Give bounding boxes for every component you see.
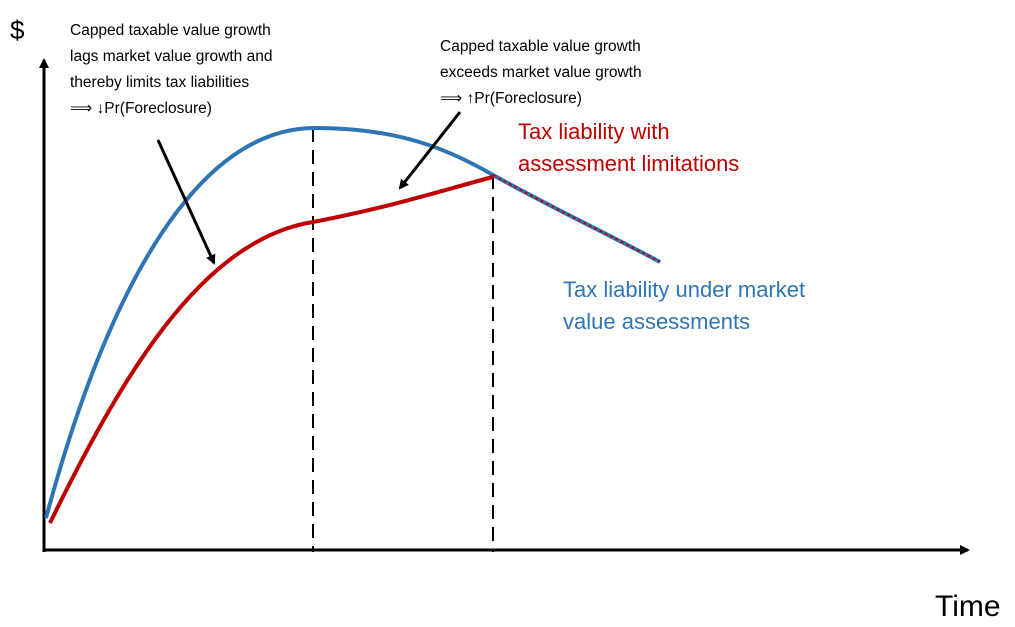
x-axis-label: Time <box>935 590 1001 623</box>
curve-label: value assessments <box>563 309 750 334</box>
curve-label: Tax liability with <box>518 119 670 144</box>
capped-value-curve <box>48 175 494 524</box>
overlap-dotted <box>492 174 661 263</box>
annotation-line: ⟹ ↓Pr(Foreclosure) <box>70 100 212 117</box>
annotation-line: exceeds market value growth <box>440 64 642 81</box>
arrow <box>398 111 462 190</box>
y-axis-label: $ <box>10 15 25 45</box>
arrow <box>156 139 216 265</box>
annotation-line: thereby limits tax liabilities <box>70 74 249 91</box>
annotation-line: Capped taxable value growth <box>440 38 641 55</box>
annotation-line: lags market value growth and <box>70 48 272 65</box>
annotation-line: Capped taxable value growth <box>70 22 271 39</box>
annotation-line: ⟹ ↑Pr(Foreclosure) <box>440 90 582 107</box>
curve-label: Tax liability under market <box>563 277 805 302</box>
curve-label: assessment limitations <box>518 151 739 176</box>
